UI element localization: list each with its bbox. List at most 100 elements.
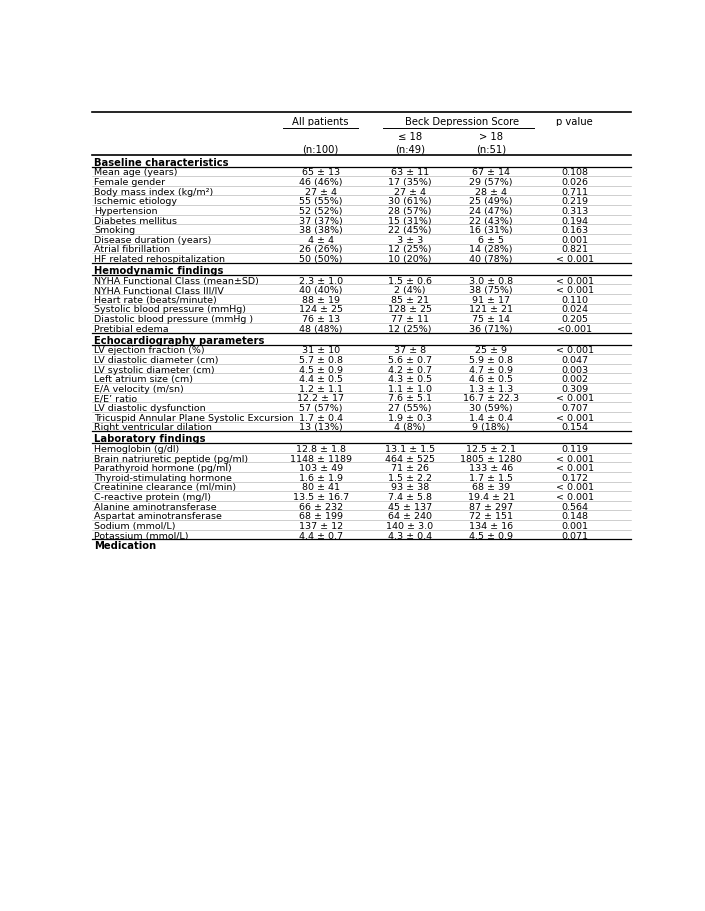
Text: E/E’ ratio: E/E’ ratio	[94, 394, 137, 403]
Text: 0.309: 0.309	[561, 384, 589, 394]
Text: 64 ± 240: 64 ± 240	[388, 512, 431, 521]
Text: 4.3 ± 0.4: 4.3 ± 0.4	[388, 531, 431, 540]
Text: HF related rehospitalization: HF related rehospitalization	[94, 255, 226, 263]
Text: 464 ± 525: 464 ± 525	[385, 454, 435, 463]
Text: 0.119: 0.119	[561, 445, 589, 454]
Text: 7.6 ± 5.1: 7.6 ± 5.1	[388, 394, 431, 403]
Text: 0.024: 0.024	[561, 305, 589, 314]
Text: 1.6 ± 1.9: 1.6 ± 1.9	[299, 473, 343, 482]
Text: Heart rate (beats/minute): Heart rate (beats/minute)	[94, 295, 217, 304]
Text: Potassium (mmol/L): Potassium (mmol/L)	[94, 531, 189, 540]
Text: 37 (37%): 37 (37%)	[299, 216, 343, 225]
Text: 27 ± 4: 27 ± 4	[305, 188, 336, 197]
Text: C-reactive protein (mg/l): C-reactive protein (mg/l)	[94, 493, 212, 501]
Text: 93 ± 38: 93 ± 38	[391, 483, 429, 492]
Text: 0.564: 0.564	[561, 502, 589, 511]
Text: 38 (75%): 38 (75%)	[470, 286, 513, 295]
Text: 0.001: 0.001	[561, 236, 589, 244]
Text: 40 (78%): 40 (78%)	[470, 255, 513, 263]
Text: Aspartat aminotransferase: Aspartat aminotransferase	[94, 512, 222, 521]
Text: NYHA Functional Class (mean±SD): NYHA Functional Class (mean±SD)	[94, 276, 259, 285]
Text: 140 ± 3.0: 140 ± 3.0	[386, 521, 434, 530]
Text: 0.219: 0.219	[561, 197, 589, 206]
Text: 12.8 ± 1.8: 12.8 ± 1.8	[295, 445, 345, 454]
Text: 5.9 ± 0.8: 5.9 ± 0.8	[469, 355, 513, 364]
Text: 68 ± 199: 68 ± 199	[299, 512, 343, 521]
Text: 0.707: 0.707	[561, 404, 589, 413]
Text: 24 (47%): 24 (47%)	[470, 207, 513, 216]
Text: Sodium (mmol/L): Sodium (mmol/L)	[94, 521, 176, 530]
Text: Left atrium size (cm): Left atrium size (cm)	[94, 374, 193, 384]
Text: < 0.001: < 0.001	[556, 255, 594, 263]
Text: 28 (57%): 28 (57%)	[388, 207, 431, 216]
Text: 25 ± 9: 25 ± 9	[475, 346, 507, 355]
Text: < 0.001: < 0.001	[556, 464, 594, 473]
Text: 52 (52%): 52 (52%)	[299, 207, 343, 216]
Text: 30 (59%): 30 (59%)	[470, 404, 513, 413]
Text: 4.4 ± 0.5: 4.4 ± 0.5	[299, 374, 343, 384]
Text: 3 ± 3: 3 ± 3	[397, 236, 423, 244]
Text: 4 ± 4: 4 ± 4	[307, 236, 333, 244]
Text: 2.3 ± 1.0: 2.3 ± 1.0	[298, 276, 343, 285]
Text: 71 ± 26: 71 ± 26	[391, 464, 429, 473]
Text: Hypertension: Hypertension	[94, 207, 158, 216]
Text: 0.071: 0.071	[561, 531, 589, 540]
Text: 40 (40%): 40 (40%)	[299, 286, 343, 295]
Text: < 0.001: < 0.001	[556, 394, 594, 403]
Text: < 0.001: < 0.001	[556, 276, 594, 285]
Text: < 0.001: < 0.001	[556, 414, 594, 422]
Text: ≤ 18: ≤ 18	[398, 132, 422, 142]
Text: 26 (26%): 26 (26%)	[299, 245, 343, 254]
Text: LV diastolic diameter (cm): LV diastolic diameter (cm)	[94, 355, 219, 364]
Text: 124 ± 25: 124 ± 25	[299, 305, 343, 314]
Text: 134 ± 16: 134 ± 16	[469, 521, 513, 530]
Text: 0.163: 0.163	[561, 226, 589, 235]
Text: 4.5 ± 0.9: 4.5 ± 0.9	[299, 365, 343, 374]
Text: 103 ± 49: 103 ± 49	[298, 464, 343, 473]
Text: 0.172: 0.172	[561, 473, 589, 482]
Text: 4.7 ± 0.9: 4.7 ± 0.9	[469, 365, 513, 374]
Text: Creatinine clearance (ml/min): Creatinine clearance (ml/min)	[94, 483, 236, 492]
Text: < 0.001: < 0.001	[556, 483, 594, 492]
Text: 65 ± 13: 65 ± 13	[302, 169, 340, 178]
Text: 0.205: 0.205	[561, 314, 589, 323]
Text: < 0.001: < 0.001	[556, 454, 594, 463]
Text: 38 (38%): 38 (38%)	[299, 226, 343, 235]
Text: 85 ± 21: 85 ± 21	[391, 295, 429, 304]
Text: 27 (55%): 27 (55%)	[388, 404, 431, 413]
Text: 55 (55%): 55 (55%)	[299, 197, 343, 206]
Text: 30 (61%): 30 (61%)	[388, 197, 431, 206]
Text: 28 ± 4: 28 ± 4	[475, 188, 507, 197]
Text: 1.4 ± 0.4: 1.4 ± 0.4	[469, 414, 513, 422]
Text: 63 ± 11: 63 ± 11	[391, 169, 429, 178]
Text: (n:49): (n:49)	[395, 144, 424, 154]
Text: Baseline characteristics: Baseline characteristics	[94, 158, 229, 168]
Text: 17 (35%): 17 (35%)	[388, 178, 431, 187]
Text: 1.9 ± 0.3: 1.9 ± 0.3	[388, 414, 431, 422]
Text: 29 (57%): 29 (57%)	[470, 178, 513, 187]
Text: 75 ± 14: 75 ± 14	[472, 314, 510, 323]
Text: 16 (31%): 16 (31%)	[470, 226, 513, 235]
Text: 4.5 ± 0.9: 4.5 ± 0.9	[469, 531, 513, 540]
Text: 0.047: 0.047	[561, 355, 589, 364]
Text: 2 (4%): 2 (4%)	[394, 286, 426, 295]
Text: 16.7 ± 22.3: 16.7 ± 22.3	[463, 394, 519, 403]
Text: Atrial fibrillation: Atrial fibrillation	[94, 245, 171, 254]
Text: 0.110: 0.110	[561, 295, 589, 304]
Text: 4.6 ± 0.5: 4.6 ± 0.5	[469, 374, 513, 384]
Text: 15 (31%): 15 (31%)	[388, 216, 431, 225]
Text: 1148 ± 1189: 1148 ± 1189	[290, 454, 352, 463]
Text: 0.821: 0.821	[561, 245, 589, 254]
Text: 88 ± 19: 88 ± 19	[302, 295, 340, 304]
Text: 9 (18%): 9 (18%)	[472, 423, 510, 432]
Text: 48 (48%): 48 (48%)	[299, 324, 343, 333]
Text: 14 (28%): 14 (28%)	[470, 245, 513, 254]
Text: 121 ± 21: 121 ± 21	[469, 305, 513, 314]
Text: LV systolic diameter (cm): LV systolic diameter (cm)	[94, 365, 215, 374]
Text: Pretibial edema: Pretibial edema	[94, 324, 169, 333]
Text: 7.4 ± 5.8: 7.4 ± 5.8	[388, 493, 431, 501]
Text: 0.026: 0.026	[561, 178, 589, 187]
Text: LV diastolic dysfunction: LV diastolic dysfunction	[94, 404, 206, 413]
Text: 0.001: 0.001	[561, 521, 589, 530]
Text: 1.7 ± 1.5: 1.7 ± 1.5	[469, 473, 513, 482]
